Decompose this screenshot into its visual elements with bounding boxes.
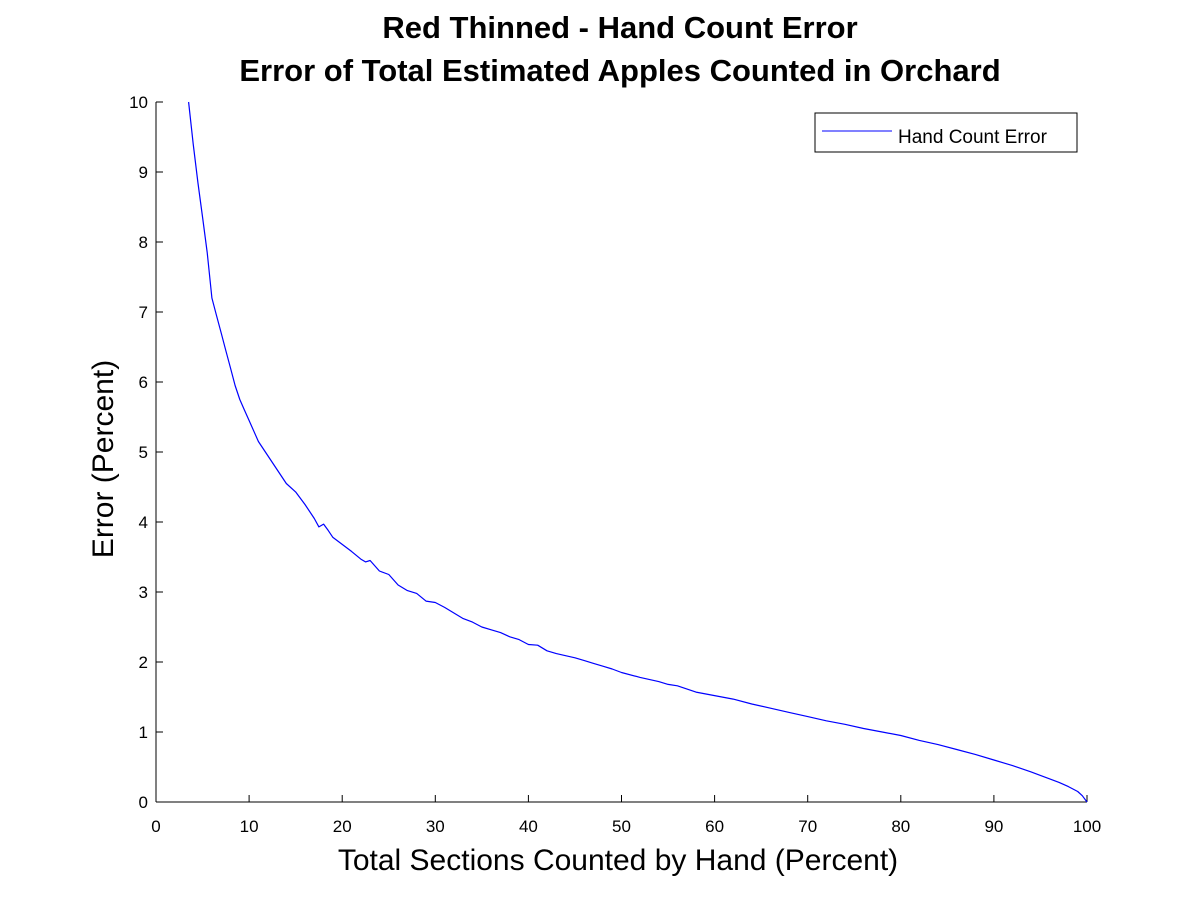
y-tick-label: 8	[139, 233, 148, 252]
y-axis-label: Error (Percent)	[87, 360, 120, 558]
y-tick-label: 5	[139, 443, 148, 462]
y-tick-label: 4	[139, 513, 148, 532]
y-tick-label: 3	[139, 583, 148, 602]
x-tick-label: 50	[612, 817, 631, 836]
x-axis-label: Total Sections Counted by Hand (Percent)	[338, 844, 898, 877]
x-tick-label: 60	[705, 817, 724, 836]
x-tick-label: 30	[426, 817, 445, 836]
x-tick-label: 40	[519, 817, 538, 836]
y-tick-label: 6	[139, 373, 148, 392]
y-tick-label: 9	[139, 163, 148, 182]
legend-entry-hand-count-error: Hand Count Error	[898, 127, 1048, 148]
legend-box	[814, 112, 1078, 153]
plot-area: 0 10 20 30 40 50 60 70 80 90 100 0 1 2 3 4 5 6 7 8 9 10	[129, 93, 1101, 836]
y-tick-label: 0	[139, 793, 148, 812]
chart-subtitle: Error of Total Estimated Apples Counted …	[239, 53, 1000, 88]
x-tick-label: 20	[333, 817, 352, 836]
x-tick-label: 100	[1073, 817, 1101, 836]
legend: Hand Count Error	[814, 112, 1078, 153]
series-line-hand-count-error	[188, 101, 1088, 803]
y-tick-label: 1	[139, 723, 148, 742]
y-tick-label: 10	[129, 93, 148, 112]
x-tick-label: 70	[798, 817, 817, 836]
y-tick-label: 2	[139, 653, 148, 672]
x-tick-label: 80	[891, 817, 910, 836]
x-tick-label: 90	[984, 817, 1003, 836]
y-tick-label: 7	[139, 303, 148, 322]
chart-title: Red Thinned - Hand Count Error	[382, 10, 857, 45]
x-tick-label: 10	[240, 817, 259, 836]
x-tick-label: 0	[151, 817, 160, 836]
